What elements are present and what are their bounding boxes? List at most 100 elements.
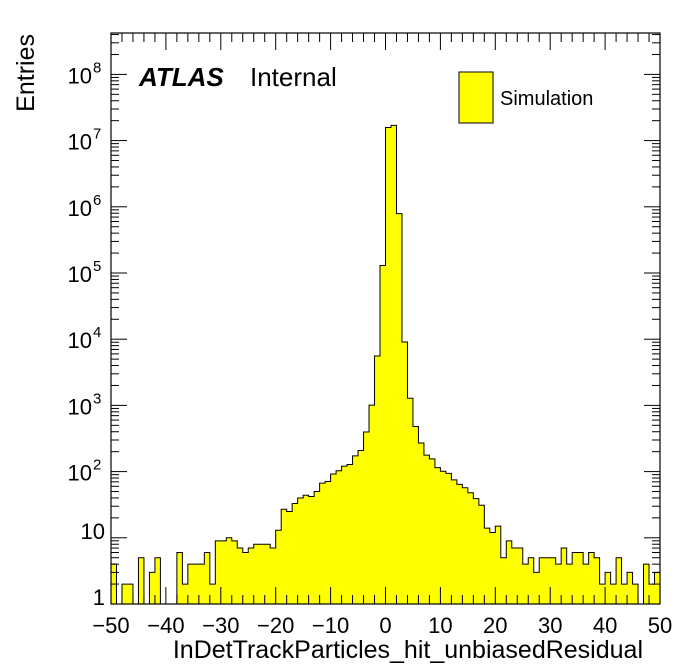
- histogram-bar: [577, 552, 584, 604]
- y-tick-label: 10: [81, 519, 105, 544]
- histogram-bar: [473, 498, 480, 604]
- legend-swatch: [458, 71, 494, 124]
- y-tick-label: 10: [68, 130, 92, 155]
- histogram-bar: [522, 564, 529, 604]
- histogram-bar: [456, 484, 463, 604]
- histogram-bar: [594, 557, 601, 604]
- histogram-bar: [627, 572, 633, 604]
- histogram-bar: [583, 564, 590, 604]
- histogram-bar: [259, 544, 266, 604]
- histogram-bar: [215, 540, 222, 604]
- histogram-bar: [555, 564, 562, 604]
- x-tick-label: −40: [147, 613, 184, 638]
- histogram-bar: [539, 557, 546, 604]
- histogram-bar: [226, 537, 233, 604]
- histogram-bar: [412, 426, 419, 604]
- histogram-bar: [396, 213, 403, 604]
- histogram-bar: [286, 511, 293, 604]
- x-tick-label: 50: [648, 613, 672, 638]
- x-tick-label: 30: [538, 613, 562, 638]
- y-axis-label: Entries: [12, 34, 40, 112]
- y-tick-label-exponent: 7: [93, 126, 101, 143]
- histogram-bar: [264, 544, 271, 604]
- histogram-bar: [506, 540, 513, 604]
- y-tick-label: 10: [68, 196, 92, 221]
- histogram-bar: [369, 405, 375, 604]
- histogram-bar: [550, 557, 557, 604]
- histogram-bar: [325, 481, 331, 604]
- histogram-bar: [511, 548, 518, 604]
- axis-ticks: [110, 33, 661, 605]
- y-tick-label-exponent: 4: [93, 324, 101, 341]
- histogram-bar: [270, 548, 277, 604]
- histogram-bars: [110, 124, 661, 605]
- histogram-bar: [347, 464, 353, 604]
- legend: Simulation: [458, 71, 593, 124]
- histogram-bar: [319, 483, 326, 604]
- histogram-bar: [588, 552, 595, 604]
- histogram-bar: [182, 584, 189, 604]
- histogram-bar: [462, 487, 469, 604]
- histogram-bar: [401, 342, 408, 604]
- y-tick-label: 10: [68, 461, 92, 486]
- histogram-bar: [572, 552, 579, 604]
- x-tick-label: 20: [483, 613, 507, 638]
- histogram-bar: [352, 455, 359, 604]
- histogram-bar: [544, 557, 551, 604]
- histogram-bar: [621, 584, 628, 604]
- histogram-bar: [445, 473, 452, 604]
- legend-label: Simulation: [500, 88, 593, 110]
- x-tick-label: −10: [312, 613, 349, 638]
- y-tick-label-exponent: 5: [93, 258, 101, 275]
- histogram-bar: [341, 466, 348, 604]
- histogram-bar: [654, 572, 661, 604]
- histogram-bar: [643, 564, 650, 604]
- histogram-bar: [533, 572, 540, 604]
- y-tick-label-exponent: 2: [93, 457, 101, 474]
- y-tick-label: 10: [68, 394, 92, 419]
- histogram-bar: [281, 509, 288, 604]
- histogram-bar: [385, 127, 392, 604]
- histogram-bar: [528, 557, 535, 604]
- histogram-bar: [248, 548, 255, 604]
- atlas-label: ATLAS: [138, 62, 224, 92]
- x-tick-label: 0: [379, 613, 391, 638]
- histogram-bar: [390, 125, 397, 604]
- x-tick-label: 40: [593, 613, 617, 638]
- histogram-bar: [121, 584, 128, 604]
- histogram-bar: [380, 265, 386, 604]
- histogram-bar: [467, 492, 474, 604]
- histogram-bar: [358, 450, 364, 604]
- y-tick-label: 10: [68, 63, 92, 88]
- histogram-bar: [193, 564, 200, 604]
- histogram-bar: [336, 470, 342, 604]
- histogram-bar: [303, 495, 310, 604]
- histogram-bar: [308, 496, 315, 604]
- x-tick-label: −30: [202, 613, 239, 638]
- histogram-bar: [187, 564, 194, 604]
- x-tick-label: 10: [428, 613, 452, 638]
- internal-label: Internal: [250, 62, 337, 92]
- histogram-bar: [314, 491, 321, 604]
- y-tick-label-exponent: 6: [93, 192, 101, 209]
- histogram-bar: [292, 503, 299, 604]
- histogram-bar: [363, 431, 370, 604]
- histogram-bar: [330, 474, 337, 604]
- x-tick-label: −20: [257, 613, 294, 638]
- y-tick-label-exponent: 8: [93, 59, 101, 76]
- histogram-bar: [566, 564, 573, 604]
- histogram-bar: [478, 505, 485, 604]
- histogram-bar: [429, 458, 436, 604]
- y-tick-label-exponent: 3: [93, 390, 101, 407]
- x-tick-label: −50: [92, 613, 129, 638]
- x-axis-label: InDetTrackParticles_hit_unbiasedResidual: [173, 636, 643, 664]
- histogram-bar: [242, 552, 249, 604]
- y-tick-label: 10: [68, 262, 92, 287]
- histogram-bar: [198, 564, 205, 604]
- y-tick-label: 1: [93, 585, 105, 610]
- histogram-bar: [489, 532, 496, 604]
- y-tick-label: 10: [68, 328, 92, 353]
- histogram-bar: [374, 355, 381, 604]
- histogram-bar: [209, 584, 216, 604]
